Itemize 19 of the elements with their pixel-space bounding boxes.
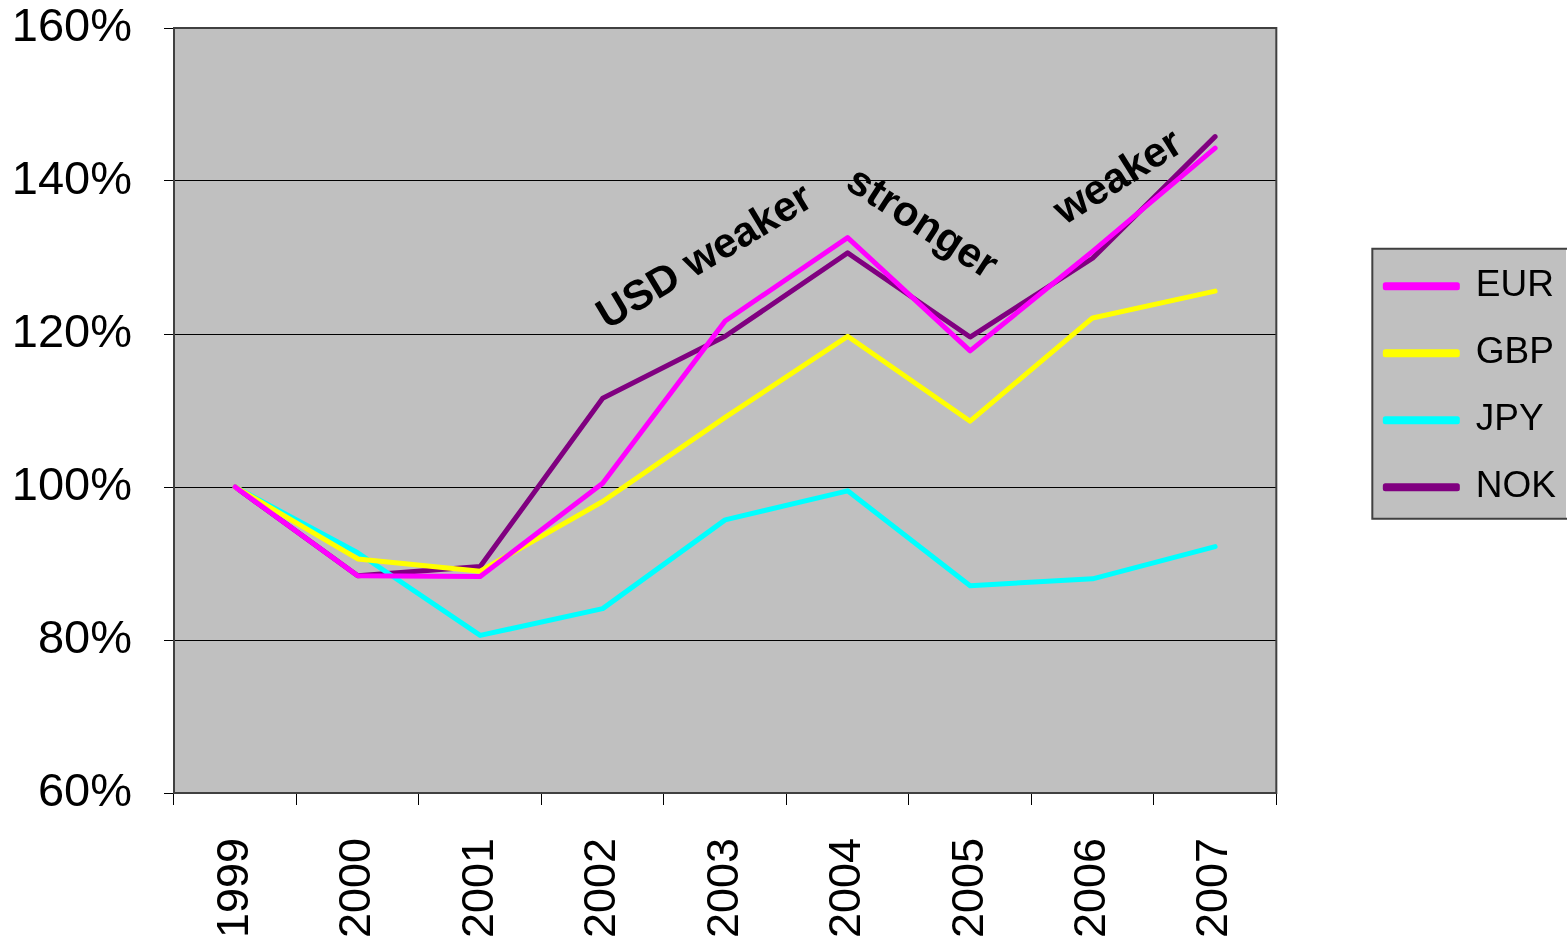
y-tick-label: 80% bbox=[37, 609, 132, 663]
y-tick-label: 140% bbox=[11, 150, 132, 204]
y-tick-label: 160% bbox=[11, 0, 132, 51]
legend-label: EUR bbox=[1475, 263, 1554, 305]
legend-label: GBP bbox=[1475, 330, 1554, 372]
legend-label: JPY bbox=[1475, 397, 1544, 439]
x-tick-label: 2001 bbox=[451, 838, 503, 939]
x-tick-label: 2007 bbox=[1186, 838, 1238, 939]
x-tick-label: 2005 bbox=[941, 838, 993, 939]
legend-label: NOK bbox=[1475, 464, 1557, 506]
x-tick-label: 2004 bbox=[819, 838, 871, 939]
x-tick-label: 2006 bbox=[1064, 838, 1116, 939]
x-tick-label: 2000 bbox=[329, 838, 381, 939]
x-tick-label: 2003 bbox=[696, 838, 748, 939]
y-tick-label: 60% bbox=[37, 762, 132, 816]
x-tick-label: 1999 bbox=[206, 838, 258, 939]
y-tick-label: 120% bbox=[11, 303, 132, 357]
y-tick-label: 100% bbox=[11, 456, 132, 510]
x-tick-label: 2002 bbox=[574, 838, 626, 939]
